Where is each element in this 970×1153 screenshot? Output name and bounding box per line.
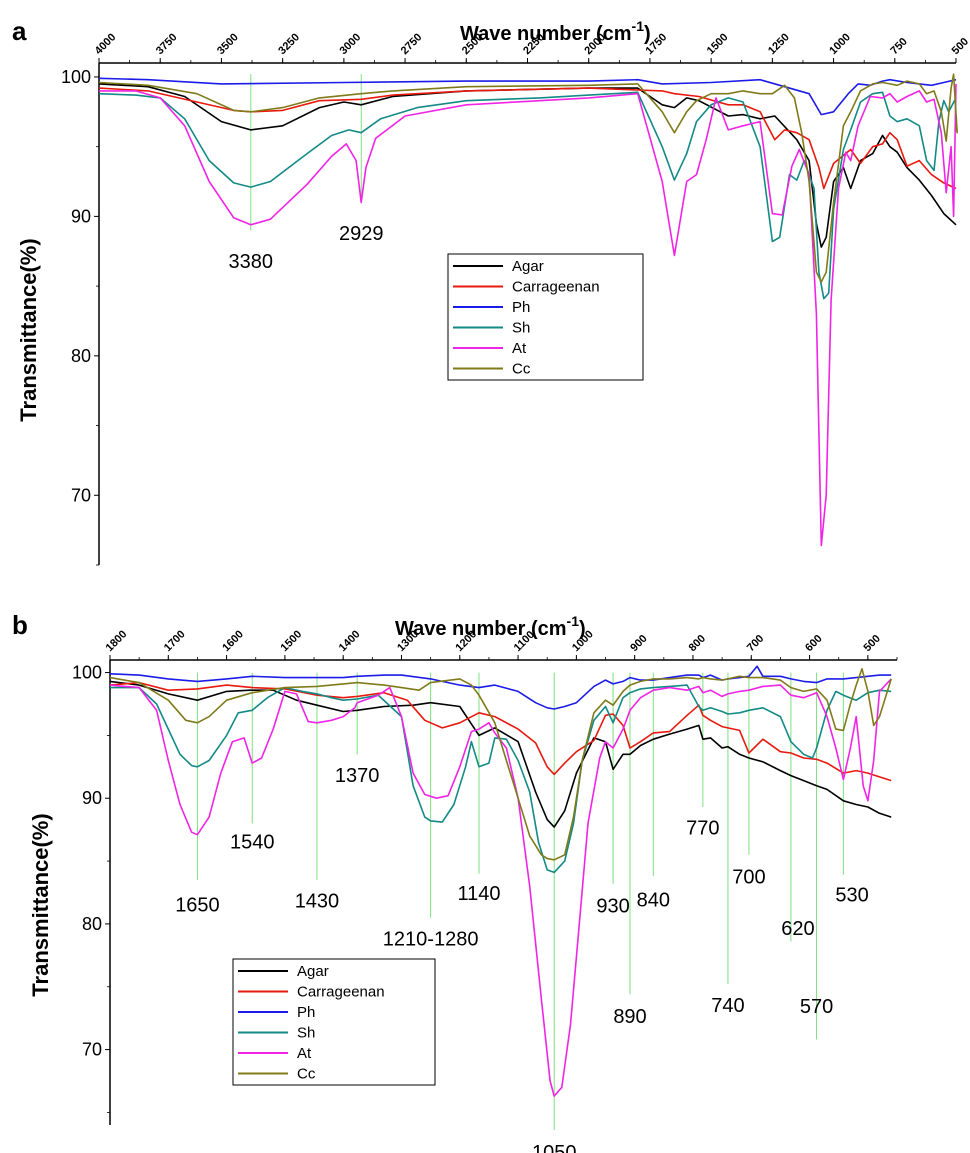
x-tick-label: 1000 [827,31,853,57]
annotation-label-1370: 1370 [335,765,380,787]
x-tick-label: 600 [803,633,824,654]
legend-label-at: At [297,1045,312,1062]
legend-label-carrageenan: Carrageenan [512,279,600,296]
panel-a-letter: a [12,16,27,46]
panel-a-x-title: Wave number (cm-1) [460,18,651,45]
x-tick-label: 800 [687,633,708,654]
x-tick-label: 1500 [279,628,305,654]
annotation-label-740: 740 [711,995,744,1017]
legend-label-cc: Cc [297,1066,316,1083]
annotation-label-930: 930 [596,896,629,918]
panel-b-x-title: Wave number (cm-1) [395,613,586,640]
series-line-cc [98,73,959,283]
annotation-label-620: 620 [781,918,814,940]
panel-a-series [98,73,959,547]
panel-b-letter: b [12,610,28,640]
series-line-carrageenan [98,87,957,190]
x-tick-label: 1800 [104,628,130,654]
x-tick-label: 900 [628,633,649,654]
annotation-label-1140: 1140 [458,883,501,905]
y-tick-label: 100 [72,663,102,683]
annotation-label-570: 570 [800,996,833,1018]
y-tick-label: 70 [71,485,91,505]
y-tick-label: 70 [82,1040,102,1060]
annotation-label-1050: 1050 [532,1142,577,1153]
x-tick-label: 1700 [162,628,188,654]
annotation-label-1650: 1650 [175,894,220,916]
annotation-label-700: 700 [732,867,765,889]
x-tick-label: 3750 [154,31,180,57]
x-tick-label: 2750 [399,31,425,57]
annotation-label-1210-1280: 1210-1280 [383,928,479,950]
x-tick-label: 500 [950,36,970,57]
y-tick-label: 80 [82,914,102,934]
annotation-label-3380: 3380 [229,251,274,273]
series-line-sh [98,91,957,300]
legend-label-ph: Ph [297,1004,315,1021]
legend-label-agar: Agar [512,258,544,275]
legend-label-agar: Agar [297,963,329,980]
series-line-agar [109,680,892,828]
panel-b-series [109,665,892,1097]
annotation-label-890: 890 [613,1006,646,1028]
panel-a-legend: Agar Carrageenan Ph Sh At Cc [447,253,644,381]
series-line-ph [109,665,892,710]
y-tick-label: 100 [61,67,91,87]
panel-b: b Wave number (cm-1) Transmittance(%) 18… [12,610,898,1153]
x-tick-label: 3250 [276,31,302,57]
legend-label-at: At [512,340,527,357]
x-tick-label: 1000 [570,628,596,654]
y-tick-label: 80 [71,346,91,366]
panel-b-axes: 1800 1700 1600 1500 1400 1300 1200 1100 1000 900 8… [72,628,898,1125]
legend-box [447,253,644,381]
legend-label-sh: Sh [297,1025,315,1042]
annotation-label-840: 840 [637,889,670,911]
x-tick-label: 1500 [705,31,731,57]
series-line-sh [110,684,892,874]
series-line-agar [98,83,957,248]
panel-a-y-title: Transmittance(%) [16,238,41,421]
panel-a: a Wave number (cm-1) Transmittance(%) 40… [12,16,970,566]
legend-box [232,958,436,1086]
legend-label-carrageenan: Carrageenan [297,984,385,1001]
legend-label-sh: Sh [512,320,530,337]
x-tick-label: 750 [888,36,909,57]
annotation-label-2929: 2929 [339,223,384,245]
annotation-label-1430: 1430 [295,891,340,913]
annotation-label-770: 770 [686,818,719,840]
x-tick-label: 1600 [220,628,246,654]
x-tick-label: 1400 [337,628,363,654]
x-tick-label: 4000 [93,31,119,57]
panel-a-annotations: 3380 2929 [229,74,384,273]
x-tick-label: 3000 [337,31,363,57]
legend-label-ph: Ph [512,299,530,316]
annotation-label-1540: 1540 [230,832,275,854]
panel-b-legend: Agar Carrageenan Ph Sh At Cc [232,958,436,1086]
panel-b-y-title: Transmittance(%) [28,813,53,996]
series-line-cc [109,667,892,861]
y-tick-label: 90 [82,788,102,808]
annotation-label-530: 530 [835,884,868,906]
legend-label-cc: Cc [512,361,531,378]
x-tick-label: 500 [861,633,882,654]
y-tick-label: 90 [71,206,91,226]
x-tick-label: 3500 [215,31,241,57]
series-line-at [109,678,892,1097]
x-tick-label: 1250 [766,31,792,57]
x-tick-label: 700 [745,633,766,654]
series-line-at [99,83,957,547]
series-line-ph [98,77,957,116]
